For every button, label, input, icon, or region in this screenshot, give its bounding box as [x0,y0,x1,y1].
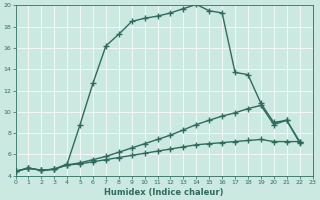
X-axis label: Humidex (Indice chaleur): Humidex (Indice chaleur) [104,188,224,197]
